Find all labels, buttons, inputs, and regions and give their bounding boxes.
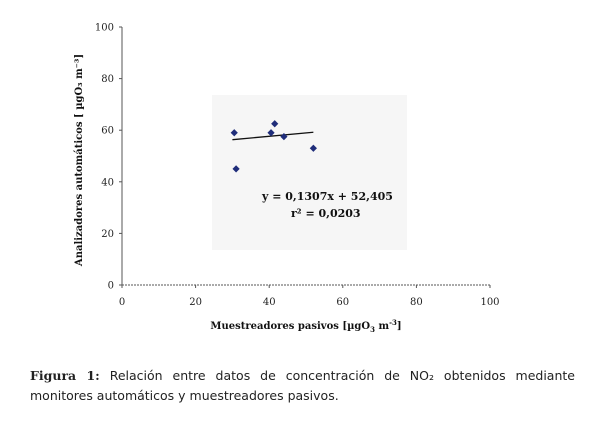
y-axis-label: Analizadores automáticos [ µgO₃ m⁻³] [74,54,85,267]
x-axis-label: Muestreadores pasivos [µgO3 m-3] [210,318,401,334]
data-point [271,120,279,128]
data-point [280,133,288,141]
y-tick-label: 20 [101,229,114,240]
axes [121,27,490,286]
x-tick-label: 40 [263,297,276,308]
data-point [232,165,240,173]
y-tick-label: 40 [101,177,114,188]
figure-caption: Figura 1: Relación entre datos de concen… [30,366,575,406]
r-squared: r² = 0,0203 [291,207,361,220]
y-ticks: 0 20 40 60 80 100 [95,23,122,292]
y-tick-label: 80 [101,74,114,85]
y-tick-label: 60 [101,126,114,137]
x-tick-label: 100 [480,297,499,308]
x-tick-label: 20 [189,297,202,308]
data-point [309,144,317,152]
scatter-chart: 0 20 40 60 80 100 0 20 40 60 80 100 y = 0,1307x + … [74,23,500,335]
caption-text: Relación entre datos de concentración de… [30,368,575,403]
y-tick-label: 100 [95,23,114,34]
x-tick-label: 0 [119,297,125,308]
regression-equation: y = 0,1307x + 52,405 [261,190,393,203]
trendline [232,131,314,141]
x-tick-label: 60 [336,297,349,308]
x-ticks: 0 20 40 60 80 100 [119,285,500,308]
x-tick-label: 80 [410,297,423,308]
caption-lead: Figura 1: [30,368,100,383]
plot-shading [212,95,407,250]
data-point [230,129,238,137]
y-tick-label: 0 [108,281,114,292]
data-point [267,129,275,137]
data-points [230,120,317,173]
